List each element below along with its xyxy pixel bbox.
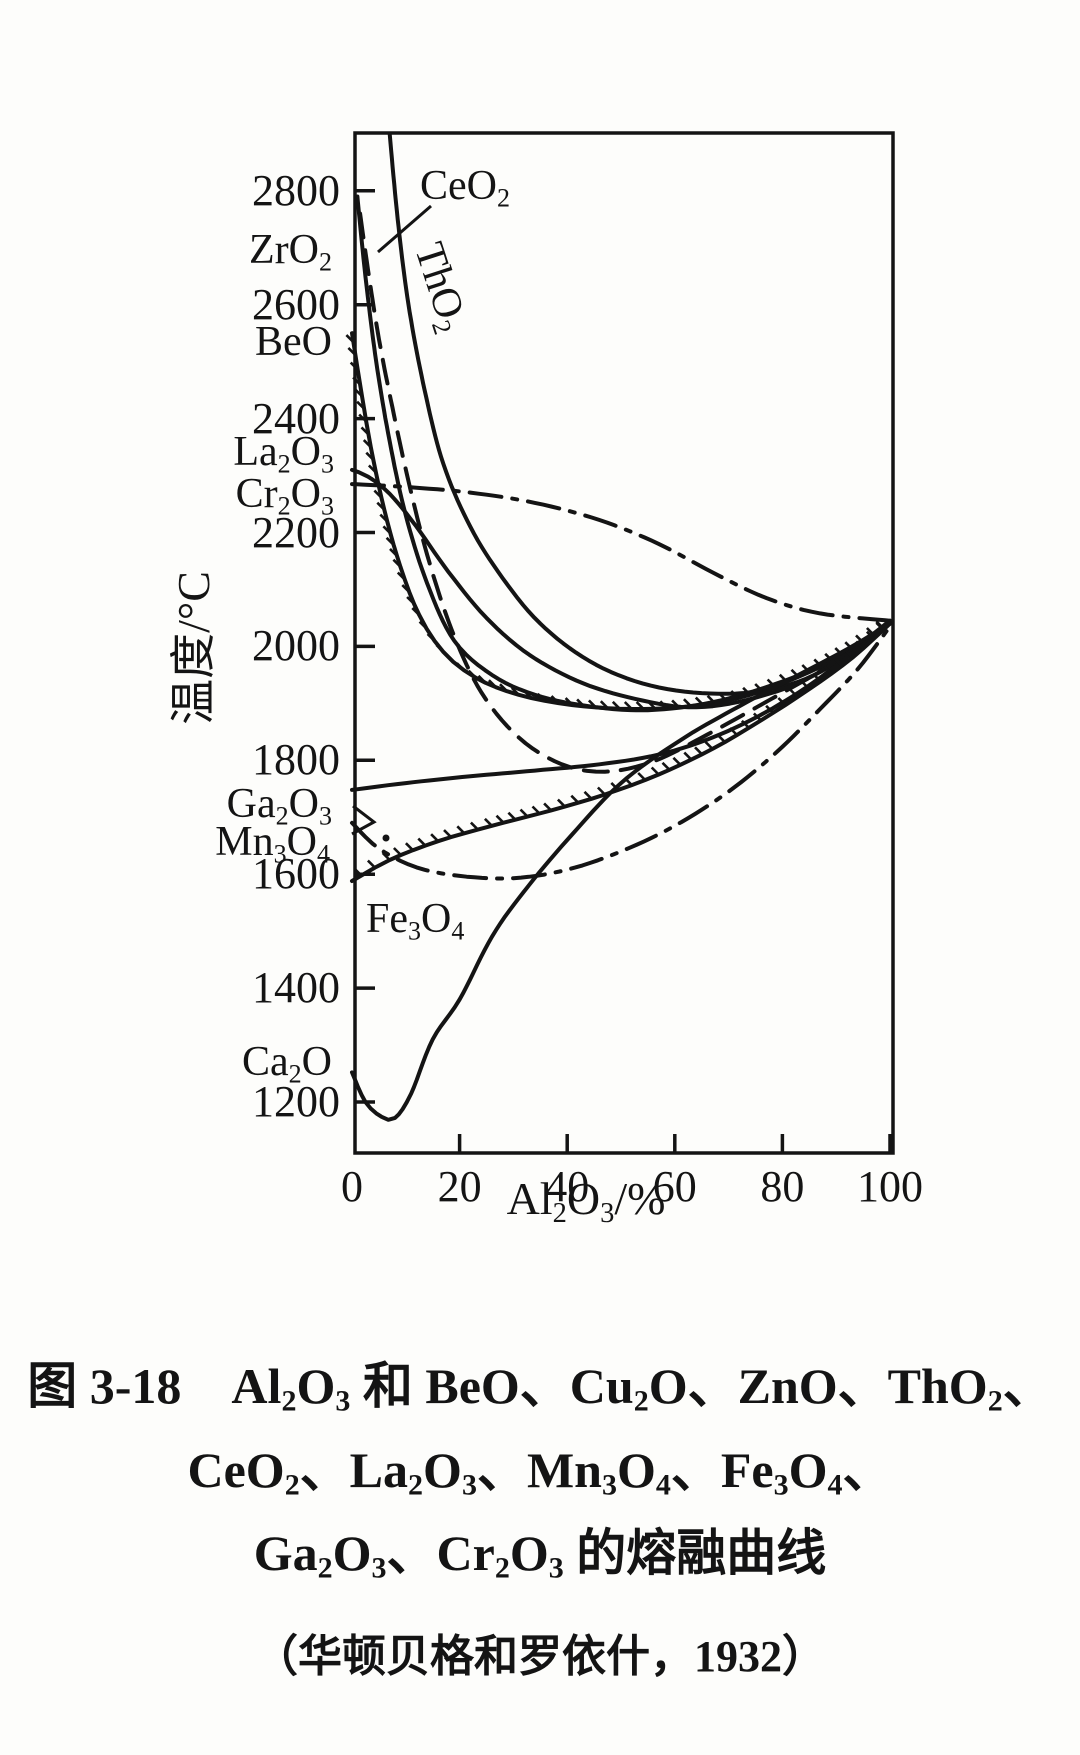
x-tick-label-80: 80 — [760, 1162, 805, 1211]
x-tick-label-20: 20 — [437, 1162, 482, 1211]
x-axis-title: Al2O3/% — [506, 1173, 666, 1229]
curve-label-mn3o4: Mn3O4 — [215, 819, 330, 869]
y-axis-title: 温度/°C — [168, 571, 219, 725]
curve-cr2o3 — [350, 482, 892, 623]
curve-label-zro2: ZrO2 — [249, 227, 332, 277]
x-tick-label-100: 100 — [857, 1162, 923, 1211]
x-tick-label-60: 60 — [652, 1162, 697, 1211]
curve-ga2o3 — [350, 621, 892, 792]
curve-label-beo: BeO — [255, 319, 332, 365]
curve-fe3o4 — [350, 621, 892, 883]
y-tick-label-1600: 1600 — [252, 849, 340, 899]
curve-label-cr2o3: Cr2O3 — [235, 471, 334, 521]
curve-label-la2o3: La2O3 — [233, 429, 334, 479]
curve-label-ca2o: Ca2O — [241, 1039, 332, 1089]
x-tick-label-40: 40 — [545, 1162, 590, 1211]
curve-label-ceo2: CeO2 — [420, 163, 511, 213]
y-tick-label-2000: 2000 — [252, 621, 340, 671]
y-tick-label-1400: 1400 — [252, 963, 340, 1013]
leader-ceo2 — [377, 204, 432, 254]
y-tick-label-2400: 2400 — [252, 393, 340, 443]
y-tick-label-2600: 2600 — [252, 279, 340, 329]
curve-tho2 — [387, 131, 892, 696]
curve-label-fe3o4: Fe3O4 — [366, 896, 465, 946]
curve-beo — [345, 331, 892, 711]
curve-label-ga2o3: Ga2O3 — [226, 781, 332, 831]
y-tick-label-2800: 2800 — [252, 165, 340, 215]
y-tick-label-1200: 1200 — [252, 1077, 340, 1126]
curve-mn3o4 — [350, 624, 892, 881]
leader-dot-mn3o4 — [382, 834, 390, 842]
x-tick-label-0: 0 — [341, 1162, 363, 1211]
y-tick-label-1800: 1800 — [252, 735, 340, 785]
curve-ca2o — [350, 621, 892, 1122]
leader-ga2o3 — [351, 804, 377, 836]
y-tick-label-2200: 2200 — [252, 507, 340, 557]
